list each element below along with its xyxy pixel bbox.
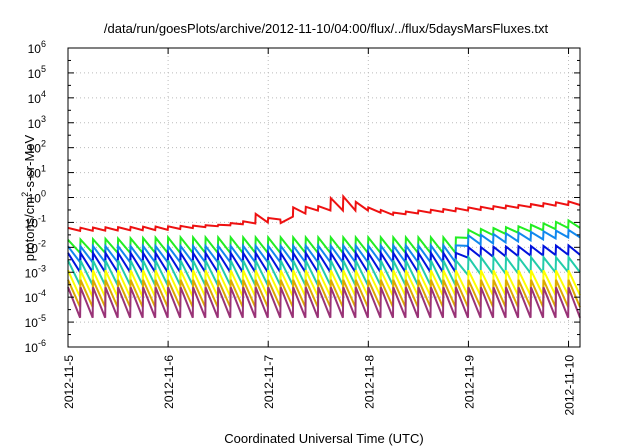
y-tick-label: 101 (28, 164, 46, 181)
y-tick-label: 10-2 (25, 238, 46, 255)
y-tick-labels: 10-6 10-5 10-4 10-3 10-2 10-1 100 101 102 103 104 1… (25, 39, 46, 355)
y-tick-label: 10-4 (25, 288, 46, 305)
x-tick-label: 2012-11-10 (563, 355, 577, 416)
y-tick-label: 106 (28, 39, 46, 56)
x-tick-label: 2012-11-6 (162, 355, 176, 409)
y-tick-label: 10-6 (25, 338, 46, 355)
series-line-8 (67, 286, 581, 319)
y-tick-label: 10-3 (25, 263, 46, 280)
y-axis-label-suffix: -s-sr-MeV (22, 134, 37, 191)
x-tick-label: 2012-11-8 (362, 355, 376, 409)
y-tick-label: 10-5 (25, 313, 46, 330)
y-tick-label: 103 (28, 114, 46, 131)
y-tick-label: 100 (28, 189, 46, 206)
x-axis-label: Coordinated Universal Time (UTC) (224, 431, 423, 446)
ticks (67, 47, 580, 348)
series-line-1 (67, 193, 581, 233)
y-tick-label: 105 (28, 64, 46, 81)
y-axis-label-superscript: 2 (20, 192, 30, 197)
x-tick-label: 2012-11-5 (62, 355, 76, 409)
chart-title: /data/run/goesPlots/archive/2012-11-10/0… (104, 21, 549, 36)
y-axis-label-unit: protons/cm (22, 197, 37, 261)
y-tick-label: 10-1 (25, 213, 46, 230)
x-tick-label: 2012-11-9 (462, 355, 476, 409)
series-layer (67, 193, 581, 319)
x-tick-labels: 2012-11-5 2012-11-6 2012-11-7 2012-11-8 2012… (62, 355, 577, 416)
x-tick-label: 2012-11-7 (262, 355, 276, 409)
y-tick-label: 102 (28, 139, 46, 156)
y-tick-label: 104 (28, 89, 46, 106)
y-axis-label: protons/cm2-s-sr-MeV (20, 134, 37, 261)
